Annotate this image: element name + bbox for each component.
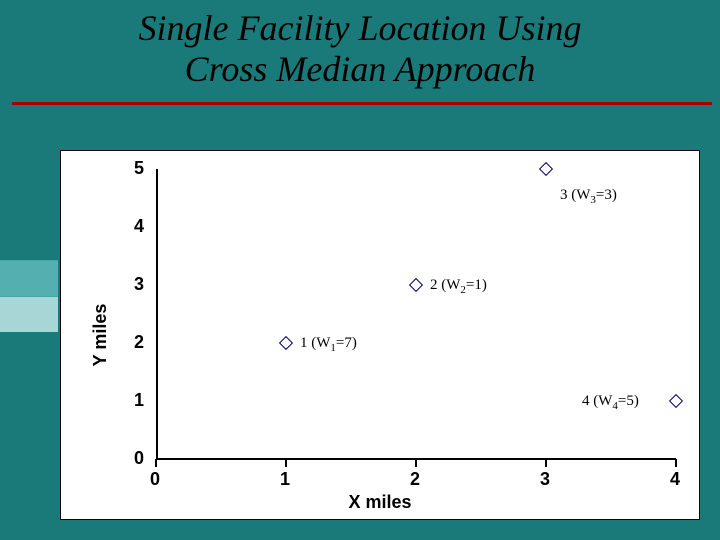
y-axis-line <box>156 169 158 459</box>
y-tick-label: 3 <box>114 274 144 295</box>
x-tick-label: 0 <box>150 469 160 490</box>
point-annotation: 4 (W4=5) <box>582 393 639 412</box>
x-tick-label: 2 <box>410 469 420 490</box>
y-tick-label: 2 <box>114 332 144 353</box>
x-tick-mark <box>285 459 287 467</box>
chart-panel: Y miles X miles 0 1 2 3 4 5 0 1 2 3 4 1 (W1=7) 2 (W2… <box>60 150 700 520</box>
slide-title: Single Facility Location Using Cross Med… <box>0 0 720 91</box>
point-annotation: 3 (W3=3) <box>560 187 617 206</box>
x-tick-label: 3 <box>540 469 550 490</box>
y-tick-label: 4 <box>114 216 144 237</box>
title-line-1: Single Facility Location Using <box>0 8 720 49</box>
data-point <box>539 162 553 176</box>
title-underline <box>0 102 720 105</box>
y-tick-label: 0 <box>114 448 144 469</box>
x-axis-label: X miles <box>61 492 699 513</box>
data-point <box>409 278 423 292</box>
slide: Single Facility Location Using Cross Med… <box>0 0 720 540</box>
point-annotation: 2 (W2=1) <box>430 277 487 296</box>
x-tick-mark <box>155 459 157 467</box>
side-tab-1 <box>0 260 58 296</box>
side-tab-2 <box>0 296 58 332</box>
y-tick-label: 1 <box>114 390 144 411</box>
x-tick-mark <box>675 459 677 467</box>
point-annotation: 1 (W1=7) <box>300 335 357 354</box>
title-line-2: Cross Median Approach <box>0 49 720 90</box>
side-tabs <box>0 260 58 340</box>
data-point <box>279 336 293 350</box>
x-tick-label: 4 <box>670 469 680 490</box>
data-point <box>669 394 683 408</box>
x-tick-label: 1 <box>280 469 290 490</box>
plot-area: 012345012341 (W1=7)2 (W2=1)3 (W3=3)4 (W4… <box>156 169 676 459</box>
y-tick-label: 5 <box>114 158 144 179</box>
x-tick-mark <box>415 459 417 467</box>
x-tick-mark <box>545 459 547 467</box>
y-axis-label: Y miles <box>90 304 111 367</box>
